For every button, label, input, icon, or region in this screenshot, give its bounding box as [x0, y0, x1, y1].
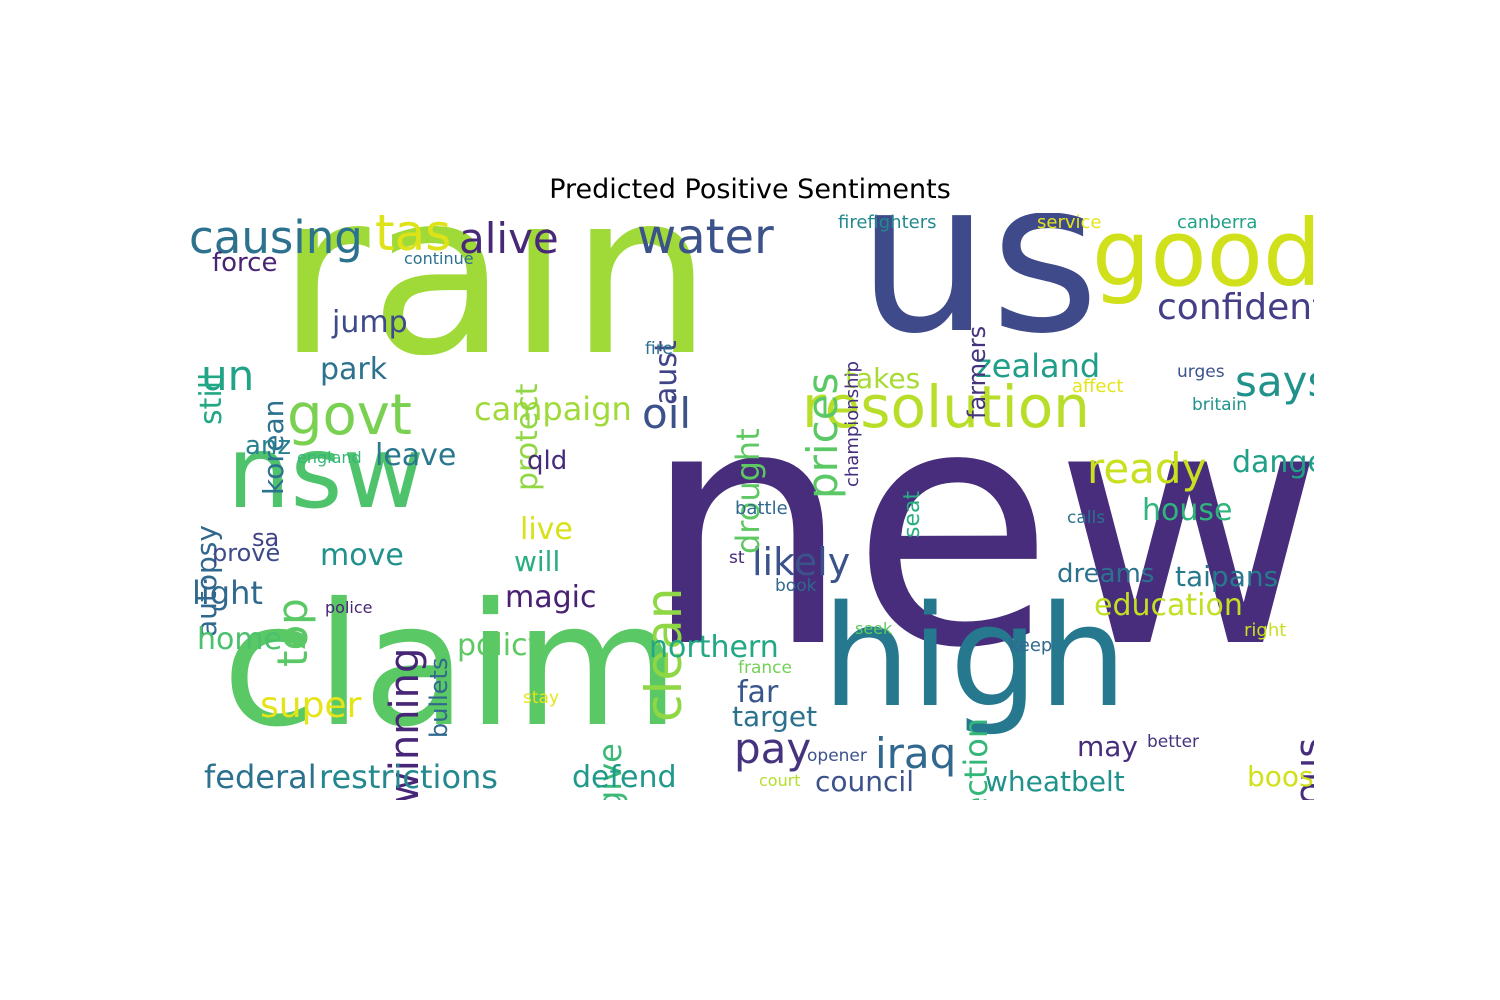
word-seek: seek: [855, 619, 893, 638]
word-service: service: [1037, 213, 1102, 233]
word-urges: urges: [1177, 362, 1225, 382]
word-taipans: taipans: [1175, 560, 1279, 593]
word-boost: boost: [1247, 760, 1314, 793]
word-us: us: [857, 213, 1100, 380]
word-sa: sa: [252, 524, 280, 552]
word-prove: prove: [212, 539, 281, 567]
word-live: live: [520, 512, 573, 547]
word-may: may: [1077, 730, 1139, 763]
word-campaign: campaign: [474, 390, 632, 428]
chart-title: Predicted Positive Sentiments: [549, 174, 951, 205]
word-force: force: [212, 248, 278, 278]
word-confident: confident: [1157, 287, 1314, 328]
word-court: court: [759, 771, 801, 790]
word-battle: battle: [735, 498, 788, 519]
word-france: france: [738, 658, 792, 678]
word-anz: anz: [245, 431, 292, 461]
word-dreams: dreams: [1057, 559, 1155, 589]
word-zealand: zealand: [975, 347, 1101, 385]
word-affect: affect: [1072, 376, 1124, 397]
word-england: england: [297, 448, 362, 467]
word-calls: calls: [1067, 508, 1106, 528]
word-stay: stay: [523, 688, 560, 708]
word-education: education: [1094, 588, 1243, 623]
word-resolution: resolution: [802, 373, 1090, 441]
word-alive: alive: [459, 214, 559, 263]
word-seat: seat: [900, 490, 925, 538]
word-rain: rain: [277, 213, 713, 406]
word-will: will: [514, 545, 561, 578]
word-wheatbelt: wheatbelt: [985, 765, 1125, 798]
word-govt: govt: [287, 383, 412, 448]
word-drought: drought: [729, 428, 767, 554]
word-right: right: [1244, 620, 1287, 641]
word-council: council: [815, 765, 914, 798]
word-ready: ready: [1087, 444, 1207, 493]
word-light: light: [192, 574, 263, 612]
word-oil: oil: [642, 389, 692, 438]
word-federal: federal: [204, 758, 317, 796]
word-keep: keep: [1009, 635, 1053, 656]
word-move: move: [320, 538, 404, 573]
word-fire: fire: [645, 339, 673, 359]
word-high: high: [822, 576, 1128, 739]
word-farmers: farmers: [963, 325, 991, 419]
word-iraq: iraq: [875, 729, 957, 778]
word-qld: qld: [527, 446, 568, 476]
word-britain: britain: [1192, 395, 1248, 415]
word-jump: jump: [332, 305, 408, 340]
word-claim: claim: [222, 567, 680, 765]
word-police: police: [325, 598, 373, 617]
word-northern: northern: [649, 630, 779, 665]
word-likely: likely: [752, 540, 851, 584]
word-new: new: [642, 336, 1314, 720]
word-house: house: [1142, 493, 1233, 528]
word-leave: leave: [375, 438, 457, 473]
word-super: super: [260, 685, 362, 726]
word-tas: tas: [375, 213, 452, 262]
word-park: park: [320, 352, 388, 387]
word-prices: prices: [798, 372, 847, 499]
word-nsw: nsw: [227, 414, 425, 531]
word-good: good: [1092, 213, 1314, 307]
word-says: says: [1235, 357, 1314, 406]
word-firefighters: firefighters: [838, 213, 937, 233]
word-continue: continue: [404, 249, 474, 268]
word-magic: magic: [505, 580, 597, 615]
word-takes: takes: [845, 362, 921, 395]
word-danger: danger: [1232, 445, 1314, 480]
word-policy: policy: [457, 628, 546, 663]
word-target: target: [732, 700, 818, 733]
word-causing: causing: [189, 213, 363, 264]
word-far: far: [737, 675, 779, 710]
word-water: water: [637, 213, 774, 265]
word-un: un: [201, 351, 255, 400]
word-canberra: canberra: [1177, 213, 1258, 233]
word-better: better: [1147, 732, 1200, 752]
word-opener: opener: [807, 746, 867, 766]
word-restrictions: restrictions: [319, 758, 498, 796]
word-championship: championship: [842, 361, 863, 487]
word-pay: pay: [734, 724, 812, 773]
word-defend: defend: [572, 760, 677, 795]
word-st: st: [729, 548, 745, 568]
word-bullets: bullets: [425, 657, 453, 738]
word-home: home: [197, 622, 283, 657]
word-book: book: [775, 576, 817, 596]
word-cloud: newrainuswinclaimhighgoodnswresolutiongo…: [187, 213, 1314, 800]
word-still: still: [194, 372, 229, 425]
